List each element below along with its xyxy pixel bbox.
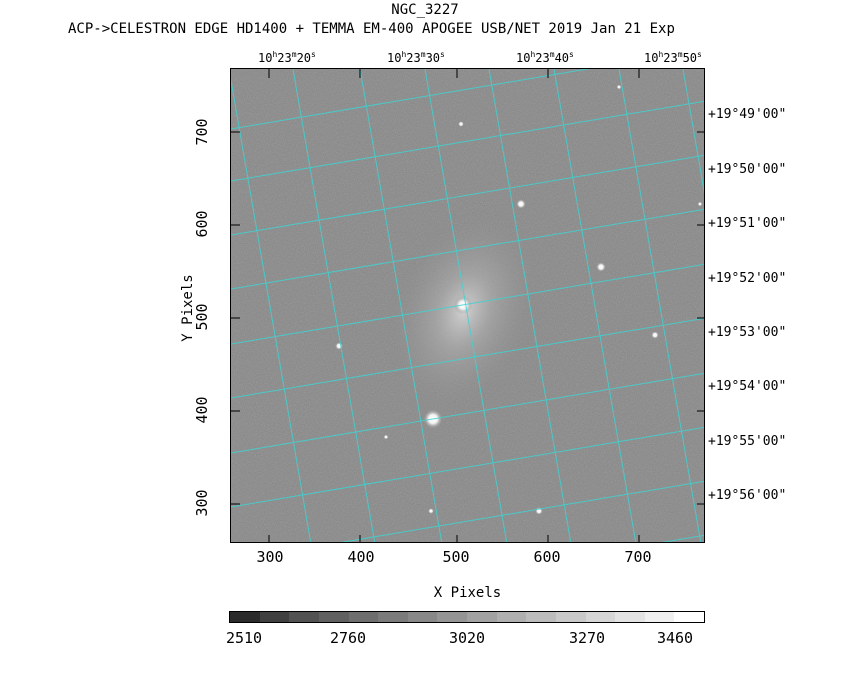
dec-grid-line	[340, 480, 704, 542]
star	[651, 331, 659, 339]
star	[516, 199, 526, 209]
dec-grid-line	[231, 263, 704, 345]
dec-label-4: +19°52'00"	[708, 271, 787, 286]
dec-grid-line	[231, 426, 704, 508]
colorbar-label: 2760	[329, 629, 367, 647]
ra-grid-line	[359, 69, 443, 542]
coordinate-grid	[231, 69, 704, 542]
ra-grid-line	[618, 69, 702, 542]
image-title: NGC_3227	[391, 2, 459, 18]
ra-grid-line	[553, 69, 637, 542]
sky-image-canvas	[231, 69, 704, 542]
dec-label-5: +19°53'00"	[708, 325, 787, 340]
star	[697, 201, 703, 207]
dec-label-6: +19°54'00"	[708, 379, 787, 394]
star	[428, 508, 434, 514]
ra-label-1: 10h23m20s	[258, 50, 316, 66]
y-tick-label: 500	[193, 303, 211, 331]
x-axis-label: X Pixels	[433, 585, 502, 601]
star	[596, 262, 606, 272]
y-tick-label: 400	[193, 396, 211, 424]
star	[383, 434, 389, 440]
ra-label-2: 10h23m30s	[387, 50, 445, 66]
star	[458, 121, 464, 127]
x-tick-label: 600	[533, 548, 561, 566]
dec-grid-line	[231, 372, 704, 454]
ra-grid-line	[424, 69, 508, 542]
y-tick-label: 700	[193, 118, 211, 146]
dec-grid-line	[231, 154, 704, 236]
observation-subtitle: ACP->CELESTRON EDGE HD1400 + TEMMA EM-40…	[68, 21, 675, 37]
dec-label-7: +19°55'00"	[708, 434, 787, 449]
colorbar-label: 3020	[448, 629, 486, 647]
ra-label-3: 10h23m40s	[516, 50, 574, 66]
x-tick-label: 300	[256, 548, 284, 566]
y-tick-label: 300	[193, 489, 211, 517]
ra-grid-line	[488, 69, 572, 542]
x-tick-label: 500	[442, 548, 470, 566]
ra-grid-line	[292, 69, 376, 542]
dec-grid-line	[231, 208, 704, 290]
x-tick-label: 400	[347, 548, 375, 566]
sky-image[interactable]	[230, 68, 705, 543]
dec-grid-line	[231, 317, 704, 399]
dec-grid-line	[231, 69, 591, 130]
x-tick-label: 700	[624, 548, 652, 566]
ra-grid-line	[231, 77, 312, 542]
dec-label-2: +19°50'00"	[708, 162, 787, 177]
dec-label-8: +19°56'00"	[708, 488, 787, 503]
dec-label-1: +19°49'00"	[708, 107, 787, 122]
y-axis-label: Y Pixels	[180, 274, 196, 342]
colorbar-label: 3460	[656, 629, 694, 647]
y-tick-label: 600	[193, 210, 211, 238]
colorbar-label: 3270	[568, 629, 606, 647]
colorbar-label: 2510	[225, 629, 263, 647]
dec-label-3: +19°51'00"	[708, 216, 787, 231]
colorbar	[229, 611, 705, 623]
ra-label-4: 10h23m50s	[644, 50, 702, 66]
ra-grid-line	[682, 69, 704, 194]
star	[616, 84, 622, 90]
axis-ticks	[231, 69, 704, 542]
